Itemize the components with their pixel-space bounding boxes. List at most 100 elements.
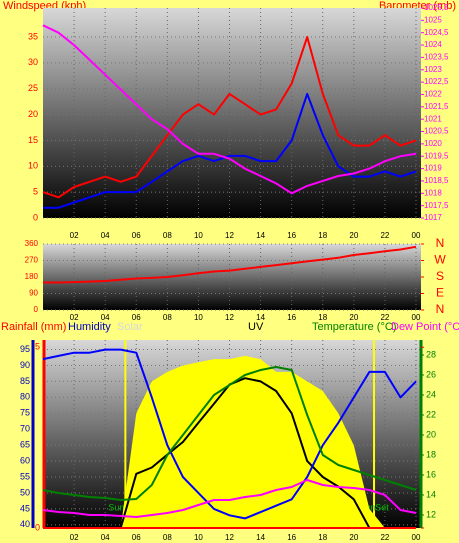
x-tick-label: 10 xyxy=(194,533,203,542)
y2-tick-label: W xyxy=(434,253,446,267)
y2-tick-label: 18 xyxy=(426,449,436,459)
y-tick-label: 0 xyxy=(33,212,38,222)
x-tick-label: 02 xyxy=(70,533,79,542)
x-tick-label: 08 xyxy=(163,231,172,240)
x-tick-label: 06 xyxy=(132,533,141,542)
y2-tick-label: 1020 xyxy=(424,139,442,148)
dew-title: Dew Point (°C) xyxy=(391,321,459,333)
series-line xyxy=(42,36,417,199)
x-tick-label: 18 xyxy=(318,231,327,240)
y2-tick-label: 20 xyxy=(426,429,436,439)
x-tick-label: 16 xyxy=(287,231,296,240)
y2-tick-label: 1021,5 xyxy=(424,102,449,111)
y-tick-label: 90 xyxy=(29,289,38,298)
y-tick-label: 360 xyxy=(25,239,39,248)
y2-tick-label: 1020,5 xyxy=(424,127,449,136)
y3-tick-label: 5 xyxy=(35,342,40,352)
x-tick-label: 14 xyxy=(256,533,265,542)
y2-tick-label: 1017,5 xyxy=(424,201,449,210)
x-tick-label: 12 xyxy=(225,533,234,542)
plot-area xyxy=(43,8,421,218)
y-tick-label: 95 xyxy=(20,344,30,354)
x-tick-label: 00 xyxy=(412,533,421,542)
uv-title: UV xyxy=(248,321,264,333)
y-tick-label: 180 xyxy=(25,272,39,281)
y2-tick-label: 1023,5 xyxy=(424,53,449,62)
y-tick-label: 15 xyxy=(28,135,38,145)
y-tick-label: 10 xyxy=(28,161,38,171)
y2-tick-label: 22 xyxy=(426,409,436,419)
series-line xyxy=(42,348,417,520)
baro-axis-title: Barometer (mb) xyxy=(379,0,456,12)
y2-tick-label: 1022,5 xyxy=(424,77,449,86)
wind-axis-title: Windspeed (kph) xyxy=(3,0,86,12)
x-tick-label: 22 xyxy=(380,313,389,322)
y2-tick-label: 1024,5 xyxy=(424,28,449,37)
y2-tick-label: 1022 xyxy=(424,90,442,99)
y2-tick-label: E xyxy=(436,286,444,300)
x-tick-label: 22 xyxy=(380,533,389,542)
x-tick-label: 02 xyxy=(70,231,79,240)
x-tick-label: 04 xyxy=(101,533,110,542)
y-tick-label: 80 xyxy=(20,392,30,402)
x-tick-label: 20 xyxy=(349,231,358,240)
y-tick-label: 60 xyxy=(20,455,30,465)
y2-tick-label: 1021 xyxy=(424,114,442,123)
series-line xyxy=(42,366,417,501)
y-tick-label: 30 xyxy=(28,57,38,67)
y2-tick-label: 1025 xyxy=(424,15,442,24)
y2-tick-label: N xyxy=(436,302,445,316)
y2-tick-label: 1019,5 xyxy=(424,151,449,160)
x-tick-label: 08 xyxy=(163,313,172,322)
x-tick-label: 16 xyxy=(287,533,296,542)
x-tick-label: 00 xyxy=(412,313,421,322)
x-tick-label: 06 xyxy=(132,231,141,240)
rain-axis-title: Rainfall (mm) xyxy=(1,321,66,333)
y2-tick-label: 26 xyxy=(426,369,436,379)
x-tick-label: 14 xyxy=(256,313,265,322)
y-tick-label: 5 xyxy=(33,187,38,197)
y2-tick-label: 16 xyxy=(426,469,436,479)
solar-title: Solar xyxy=(117,321,143,333)
x-tick-label: 04 xyxy=(101,313,110,322)
y2-tick-label: 24 xyxy=(426,389,436,399)
y2-tick-label: 1024 xyxy=(424,40,442,49)
y2-tick-label: S xyxy=(436,269,444,283)
y3-tick-label: 0 xyxy=(35,522,40,532)
x-tick-label: 12 xyxy=(225,231,234,240)
y2-tick-label: 12 xyxy=(426,509,436,519)
temp-axis-title: Temperature (°C) xyxy=(312,321,396,333)
y-tick-label: 50 xyxy=(20,487,30,497)
y-tick-label: 270 xyxy=(25,256,39,265)
y-tick-label: 40 xyxy=(20,519,30,529)
x-tick-label: 06 xyxy=(132,313,141,322)
y-tick-label: 70 xyxy=(20,424,30,434)
x-tick-label: 20 xyxy=(349,313,358,322)
series-line xyxy=(42,24,417,195)
x-tick-label: 10 xyxy=(194,231,203,240)
x-tick-label: 20 xyxy=(349,533,358,542)
sun-label: SunSet xyxy=(359,502,389,512)
x-tick-label: 18 xyxy=(318,313,327,322)
y2-tick-label: 28 xyxy=(426,349,436,359)
series-line xyxy=(43,245,417,284)
x-tick-label: 22 xyxy=(380,231,389,240)
y2-tick-label: N xyxy=(436,236,445,250)
y2-tick-label: 14 xyxy=(426,489,436,499)
humidity-axis-title: Humidity xyxy=(68,321,111,333)
x-tick-label: 02 xyxy=(70,313,79,322)
series-line xyxy=(43,92,417,209)
y2-tick-label: 1017 xyxy=(424,213,442,222)
y2-tick-label: 1025,5 xyxy=(424,3,449,12)
y-tick-label: 20 xyxy=(28,109,38,119)
y2-tick-label: 1023 xyxy=(424,65,442,74)
y2-tick-label: 1019 xyxy=(424,164,442,173)
y-tick-label: 75 xyxy=(20,408,30,418)
y-tick-label: 85 xyxy=(20,376,30,386)
x-tick-label: 08 xyxy=(163,533,172,542)
x-tick-label: 00 xyxy=(412,231,421,240)
y-tick-label: 0 xyxy=(34,305,39,314)
y-tick-label: 25 xyxy=(28,83,38,93)
x-tick-label: 10 xyxy=(194,313,203,322)
